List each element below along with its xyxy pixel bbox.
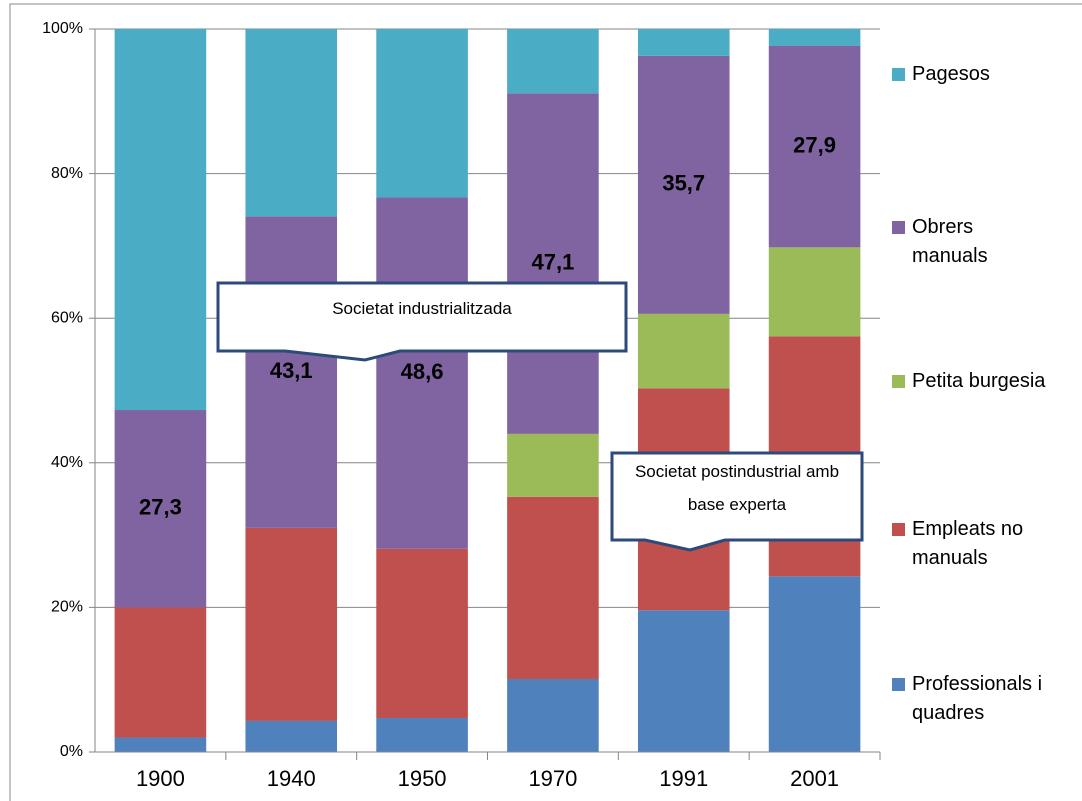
- chart-frame: [9, 3, 1082, 801]
- bar-segment: [376, 29, 468, 198]
- x-tick-label: 1991: [659, 766, 708, 791]
- legend-swatch: [892, 678, 905, 691]
- legend-swatch: [892, 375, 905, 388]
- x-tick-label: 1970: [528, 766, 577, 791]
- bar-segment: [768, 247, 861, 337]
- x-tick-label: 1940: [267, 766, 316, 791]
- bar-segment: [376, 197, 468, 549]
- bar-segment: [245, 29, 338, 217]
- legend-swatch: [892, 523, 905, 536]
- bar-segment: [768, 576, 861, 752]
- legend-label: Obrers manuals: [912, 216, 988, 267]
- legend-item: Petita burgesia: [892, 367, 1046, 396]
- legend-label: Pagesos: [912, 63, 990, 85]
- bar-segment: [507, 678, 599, 752]
- x-tick-label: 2001: [790, 766, 839, 791]
- callout-box: [610, 451, 864, 552]
- bar-segment: [114, 29, 207, 411]
- bar-segment: [507, 496, 599, 679]
- bar-segment: [114, 607, 207, 738]
- bar-segment: [507, 29, 599, 94]
- legend-swatch: [892, 221, 905, 234]
- annotation: Societat industrialitzada: [332, 299, 512, 318]
- legend-item: Empleats no manuals: [892, 515, 1032, 573]
- bar-segment: [245, 527, 338, 721]
- y-tick-label: 80%: [51, 165, 83, 182]
- legend-label: Empleats no manuals: [912, 518, 1024, 569]
- bar-segment: [245, 720, 338, 752]
- legend-swatch: [892, 68, 905, 81]
- y-tick-label: 40%: [51, 454, 83, 471]
- bar-segment: [768, 29, 861, 46]
- legend-label: Professionals i quadres: [912, 673, 1043, 724]
- legend-item: Pagesos: [892, 60, 1032, 89]
- legend-item: Obrers manuals: [892, 213, 1032, 271]
- legend-item: Professionals i quadres: [892, 670, 1072, 728]
- bar-segment: [637, 610, 730, 752]
- value-label: 43,1: [270, 358, 313, 383]
- value-label: 27,9: [793, 132, 836, 157]
- bar-segment: [768, 45, 861, 248]
- value-label: 35,7: [662, 171, 705, 196]
- bar-segment: [376, 718, 468, 752]
- bar-segment: [114, 737, 207, 752]
- y-tick-label: 0%: [60, 743, 83, 760]
- annotation: Societat postindustrial amb base experta: [634, 462, 840, 514]
- bar-segment: [637, 29, 730, 56]
- bar-segment: [637, 313, 730, 389]
- y-tick-label: 20%: [51, 599, 83, 616]
- bar-segment: [637, 55, 730, 314]
- y-tick-label: 100%: [42, 20, 83, 37]
- value-label: 48,6: [401, 359, 444, 384]
- bar-segment: [507, 433, 599, 497]
- y-tick-label: 60%: [51, 309, 83, 326]
- value-label: 27,3: [139, 495, 182, 520]
- value-label: 47,1: [532, 249, 575, 274]
- legend-label: Petita burgesia: [912, 370, 1046, 392]
- callout-box: [216, 281, 628, 362]
- bar-segment: [114, 410, 207, 608]
- bar-segment: [507, 93, 599, 434]
- x-tick-label: 1950: [398, 766, 447, 791]
- x-tick-label: 1900: [136, 766, 185, 791]
- bar-segment: [245, 216, 338, 528]
- bar-segment: [376, 548, 468, 719]
